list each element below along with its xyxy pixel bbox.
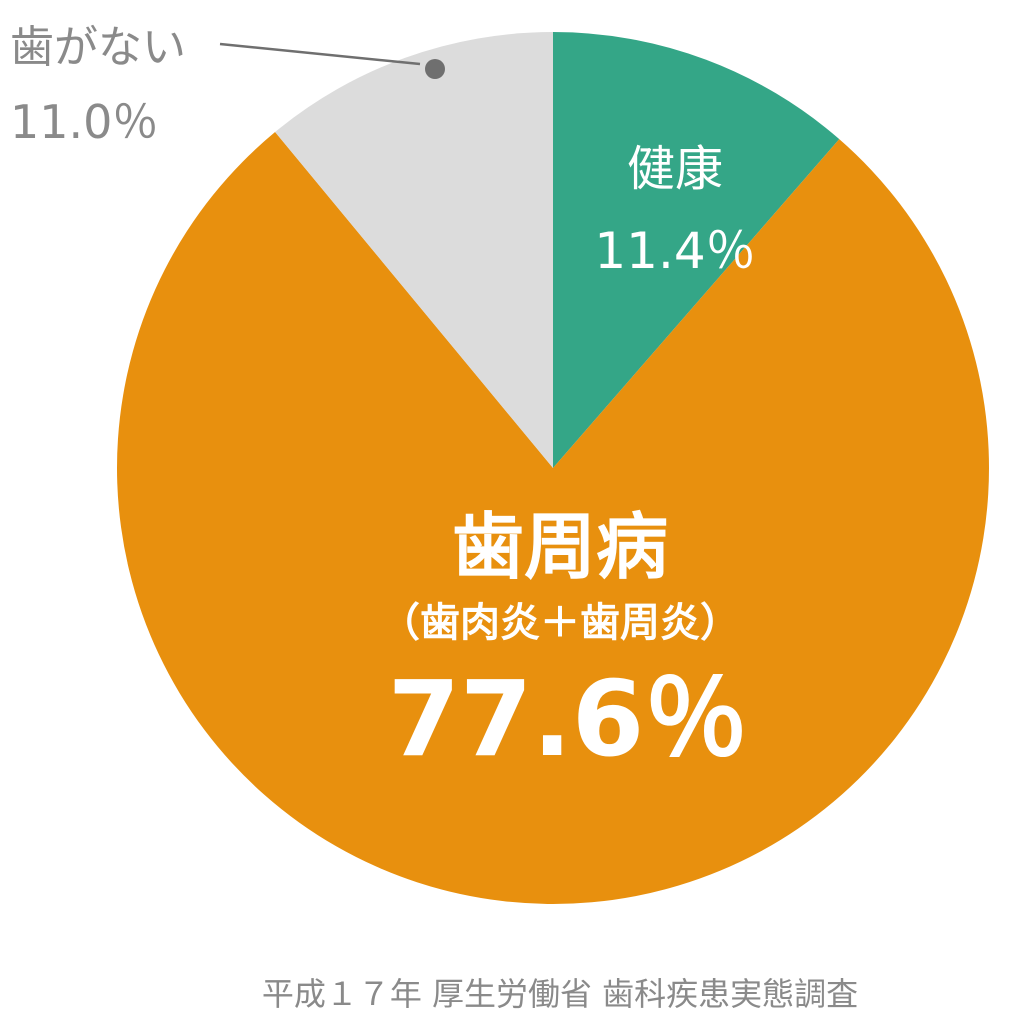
pie-slices xyxy=(116,32,989,905)
no-teeth-leader-line xyxy=(219,42,421,66)
pie-slice-periodontal xyxy=(116,132,989,905)
source-note: 平成１７年 厚生労働省 歯科疾患実態調査 xyxy=(262,975,858,1013)
pie-slice-healthy xyxy=(553,32,840,468)
no-teeth-value-label: 11.0％ xyxy=(10,95,158,149)
no-teeth-leader-dot xyxy=(425,59,445,79)
pie-slice-no-teeth xyxy=(275,32,553,468)
healthy-value-label: 11.4％ xyxy=(594,222,755,280)
periodontal-value-label: 77.6％ xyxy=(388,658,749,780)
periodontal-subtitle-label: （歯肉炎＋歯周炎） xyxy=(380,600,740,646)
healthy-name-label: 健康 xyxy=(627,141,723,197)
periodontal-name-label: 歯周病 xyxy=(452,505,668,589)
no-teeth-name-label: 歯がない xyxy=(10,22,186,73)
